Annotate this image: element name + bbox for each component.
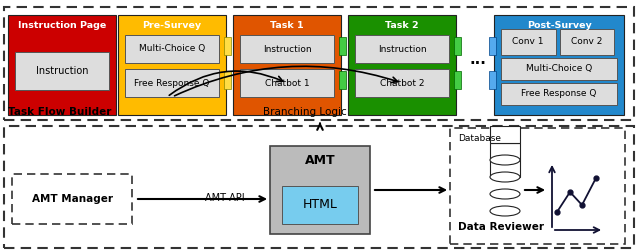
Ellipse shape (490, 206, 520, 216)
Bar (12, 174, 132, 224)
Bar (339, 71, 346, 89)
Bar (489, 71, 496, 89)
Bar (490, 126, 520, 143)
Text: Free Response Q: Free Response Q (134, 79, 210, 87)
Bar (489, 37, 496, 55)
Bar (8, 15, 116, 115)
Text: Chatbot 2: Chatbot 2 (380, 79, 424, 87)
Text: Conv 2: Conv 2 (571, 38, 602, 47)
Bar (501, 58, 617, 80)
Bar (270, 146, 370, 234)
Ellipse shape (490, 155, 520, 165)
Bar (224, 71, 231, 89)
Text: Conv 1: Conv 1 (513, 38, 544, 47)
Text: Task 2: Task 2 (385, 21, 419, 30)
Text: Instruction: Instruction (378, 45, 426, 53)
Bar (118, 15, 226, 115)
Text: Chatbot 1: Chatbot 1 (265, 79, 309, 87)
Bar (125, 35, 219, 63)
Text: Free Response Q: Free Response Q (522, 89, 596, 99)
Bar (125, 69, 219, 97)
Bar (224, 37, 231, 55)
Text: Database: Database (458, 134, 501, 143)
Bar (4, 7, 634, 120)
Text: Pre-Survey: Pre-Survey (143, 21, 202, 30)
Bar (339, 37, 346, 55)
Bar (355, 35, 449, 63)
Text: Task Flow Builder: Task Flow Builder (8, 107, 111, 117)
Bar (494, 15, 624, 115)
Bar (4, 126, 634, 248)
Text: AMT API: AMT API (205, 193, 245, 203)
Bar (355, 69, 449, 97)
Bar (240, 35, 334, 63)
Text: Task 1: Task 1 (270, 21, 304, 30)
Text: Multi-Choice Q: Multi-Choice Q (139, 45, 205, 53)
Ellipse shape (490, 189, 520, 199)
Bar (501, 83, 617, 105)
Text: AMT Manager: AMT Manager (31, 194, 113, 204)
Text: ...: ... (470, 52, 486, 68)
Bar (450, 128, 625, 244)
Text: Data Reviewer: Data Reviewer (458, 222, 544, 232)
Ellipse shape (490, 172, 520, 182)
Bar (348, 15, 456, 115)
Bar (559, 29, 614, 55)
Text: Branching Logic: Branching Logic (263, 107, 347, 117)
Bar (240, 69, 334, 97)
Text: Post-Survey: Post-Survey (527, 21, 591, 30)
Bar (501, 29, 556, 55)
Text: Instruction Page: Instruction Page (18, 21, 106, 30)
Text: Multi-Choice Q: Multi-Choice Q (526, 65, 592, 74)
Bar (233, 15, 341, 115)
Text: Instruction: Instruction (262, 45, 311, 53)
Text: HTML: HTML (303, 199, 337, 211)
Bar (490, 143, 520, 160)
Text: AMT: AMT (305, 153, 335, 167)
Bar (15, 52, 109, 90)
Bar (454, 71, 461, 89)
Bar (454, 37, 461, 55)
Bar (282, 186, 358, 224)
Bar (490, 160, 520, 177)
Text: Instruction: Instruction (36, 66, 88, 76)
